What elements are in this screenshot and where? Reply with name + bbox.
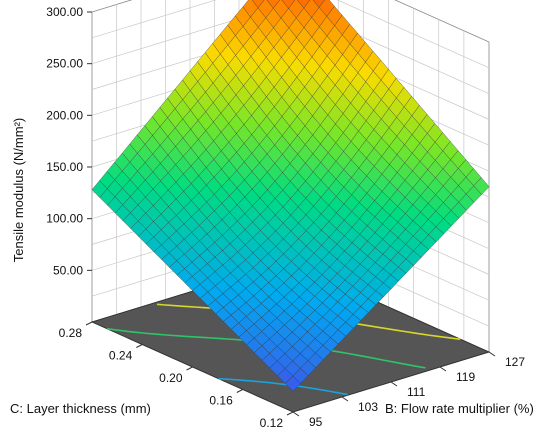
y-axis: 0.12 0.16 0.20 0.24 0.28 C: Layer thickness (…	[10, 321, 294, 430]
y-tick	[286, 411, 294, 416]
surface-mesh	[91, 0, 490, 392]
z-tick-label: 200.00	[46, 108, 83, 122]
z-tick-label: 300.00	[46, 5, 83, 19]
y-tick-label: 0.12	[260, 416, 284, 430]
z-tick-label: 100.00	[46, 212, 83, 226]
y-tick	[136, 344, 143, 348]
wall-gridline-z	[91, 0, 490, 69]
z-axis-title: Tensile modulus (N/mm²)	[11, 118, 26, 262]
x-axis: 95 103 111 119 127 B: Flow rate multiplier (%…	[292, 351, 534, 429]
x-tick	[341, 396, 349, 402]
x-tick-label: 103	[358, 400, 378, 414]
x-tick-label: 95	[309, 415, 323, 429]
z-tick-label: 250.00	[46, 57, 83, 71]
z-axis: 50.00 100.00 150.00 200.00 250.00 300.00 Tensi…	[11, 5, 92, 277]
y-tick-label: 0.16	[209, 394, 233, 408]
x-axis-title: B: Flow rate multiplier (%)	[385, 401, 534, 416]
z-tick-label: 50.00	[53, 263, 83, 277]
x-tick-label: 127	[505, 355, 525, 369]
y-tick	[85, 321, 93, 326]
surface-cell	[285, 375, 301, 392]
y-tick	[186, 366, 193, 371]
y-axis-title: C: Layer thickness (mm)	[10, 401, 151, 416]
y-tick-label: 0.28	[59, 326, 83, 340]
z-tick-label: 150.00	[46, 160, 83, 174]
y-tick-label: 0.20	[159, 371, 183, 385]
y-tick	[236, 389, 243, 393]
y-tick-label: 0.24	[109, 349, 133, 363]
x-tick	[488, 351, 496, 357]
x-tick	[439, 366, 447, 372]
contour-line	[218, 377, 348, 396]
x-tick	[292, 411, 300, 417]
x-tick-label: 119	[456, 370, 475, 384]
x-tick	[390, 381, 398, 387]
x-tick-label: 111	[407, 385, 426, 399]
